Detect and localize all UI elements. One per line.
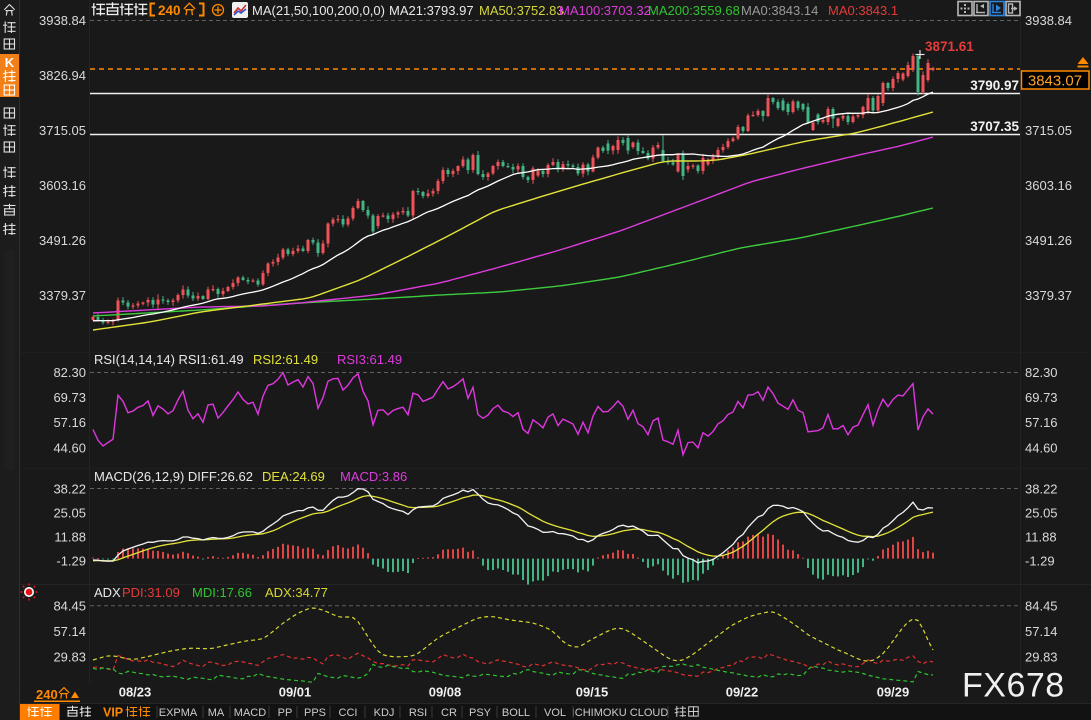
svg-text:MACD: MACD <box>234 707 266 719</box>
svg-text:240: 240 <box>158 3 181 18</box>
svg-text:3603.16: 3603.16 <box>39 178 86 193</box>
svg-text:3491.26: 3491.26 <box>39 233 86 248</box>
svg-text:3790.97: 3790.97 <box>970 78 1019 93</box>
svg-text:3715.05: 3715.05 <box>39 123 86 138</box>
svg-text:84.45: 84.45 <box>1025 599 1058 614</box>
svg-text:57.16: 57.16 <box>53 415 86 430</box>
svg-text:PPS: PPS <box>304 707 326 719</box>
svg-text:29.83: 29.83 <box>1025 650 1058 665</box>
svg-text:57.14: 57.14 <box>1025 624 1058 639</box>
svg-text:ICHIMOKU CLOUD: ICHIMOKU CLOUD <box>572 707 669 719</box>
svg-text:MA50:3752.83: MA50:3752.83 <box>479 3 564 18</box>
svg-text:57.16: 57.16 <box>1025 415 1058 430</box>
svg-text:VIP: VIP <box>103 706 123 720</box>
svg-text:11.88: 11.88 <box>1025 530 1057 545</box>
svg-text:69.73: 69.73 <box>1025 390 1058 405</box>
svg-text:29.83: 29.83 <box>53 650 86 665</box>
svg-text:CR: CR <box>441 707 457 719</box>
svg-text:MDI:17.66: MDI:17.66 <box>192 585 252 600</box>
svg-text:3715.05: 3715.05 <box>1025 123 1072 138</box>
svg-text:25.05: 25.05 <box>53 506 86 521</box>
svg-text:BOLL: BOLL <box>502 707 530 719</box>
svg-text:09/22: 09/22 <box>726 685 759 700</box>
svg-text:MA100:3703.32: MA100:3703.32 <box>559 3 651 18</box>
svg-text:MACD:3.86: MACD:3.86 <box>340 469 407 484</box>
svg-text:K: K <box>5 55 15 70</box>
svg-text:3938.84: 3938.84 <box>1025 13 1072 28</box>
svg-text:-1.29: -1.29 <box>56 553 86 568</box>
svg-text:57.14: 57.14 <box>53 624 86 639</box>
svg-text:44.60: 44.60 <box>1025 440 1058 455</box>
svg-text:3379.37: 3379.37 <box>39 288 86 303</box>
svg-text:MA: MA <box>208 707 225 719</box>
svg-text:3843.07: 3843.07 <box>1028 73 1082 90</box>
svg-text:KDJ: KDJ <box>374 707 395 719</box>
svg-text:MA(21,50,100,200,0,0): MA(21,50,100,200,0,0) <box>252 3 385 18</box>
svg-text:ADX: ADX <box>94 585 121 600</box>
svg-text:MA200:3559.68: MA200:3559.68 <box>648 3 740 18</box>
svg-text:38.22: 38.22 <box>1025 482 1058 497</box>
svg-text:MA21:3793.97: MA21:3793.97 <box>389 3 474 18</box>
svg-text:PDI:31.09: PDI:31.09 <box>122 585 180 600</box>
svg-text:RSI3:61.49: RSI3:61.49 <box>337 352 402 367</box>
svg-text:RSI2:61.49: RSI2:61.49 <box>253 352 318 367</box>
svg-text:82.30: 82.30 <box>1025 365 1058 380</box>
svg-text:PP: PP <box>278 707 293 719</box>
svg-text:82.30: 82.30 <box>53 365 86 380</box>
svg-text:09/01: 09/01 <box>279 685 312 700</box>
svg-text:44.60: 44.60 <box>53 440 86 455</box>
svg-text:84.45: 84.45 <box>53 599 86 614</box>
svg-text:RSI(14,14,14) RSI1:61.49: RSI(14,14,14) RSI1:61.49 <box>94 352 244 367</box>
svg-text:3603.16: 3603.16 <box>1025 178 1072 193</box>
svg-text:FX678: FX678 <box>962 667 1065 705</box>
svg-text:38.22: 38.22 <box>53 482 86 497</box>
svg-text:69.73: 69.73 <box>53 390 86 405</box>
svg-text:240: 240 <box>36 687 58 702</box>
svg-text:25.05: 25.05 <box>1025 506 1058 521</box>
svg-text:3826.94: 3826.94 <box>39 68 86 83</box>
svg-text:09/08: 09/08 <box>429 685 462 700</box>
svg-text:EXPMA: EXPMA <box>159 707 198 719</box>
svg-text:VOL: VOL <box>544 707 566 719</box>
svg-text:CCI: CCI <box>339 707 358 719</box>
svg-text:11.88: 11.88 <box>54 530 86 545</box>
svg-text:MA0:3843.14: MA0:3843.14 <box>741 3 818 18</box>
svg-text:3707.35: 3707.35 <box>970 119 1019 134</box>
svg-text:08/23: 08/23 <box>119 685 152 700</box>
svg-text:09/29: 09/29 <box>877 685 910 700</box>
svg-text:MA0:3843.1: MA0:3843.1 <box>828 3 898 18</box>
svg-text:3491.26: 3491.26 <box>1025 233 1072 248</box>
svg-text:-1.29: -1.29 <box>1025 553 1055 568</box>
svg-text:09/15: 09/15 <box>576 685 609 700</box>
svg-text:ADX:34.77: ADX:34.77 <box>265 585 328 600</box>
svg-text:RSI: RSI <box>409 707 427 719</box>
svg-text:MACD(26,12,9) DIFF:26.62: MACD(26,12,9) DIFF:26.62 <box>94 469 253 484</box>
svg-text:3871.61: 3871.61 <box>925 39 974 54</box>
svg-text:3379.37: 3379.37 <box>1025 288 1072 303</box>
svg-text:3938.84: 3938.84 <box>39 13 86 28</box>
svg-text:PSY: PSY <box>469 707 492 719</box>
svg-text:DEA:24.69: DEA:24.69 <box>262 469 325 484</box>
